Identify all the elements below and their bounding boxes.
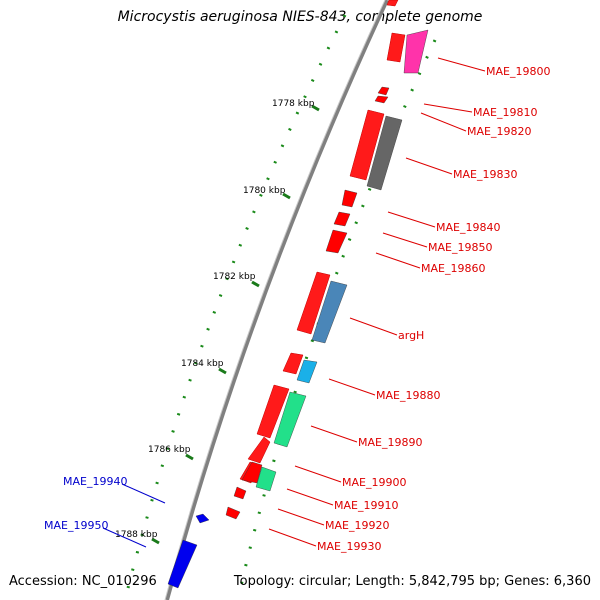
gene-leader-line [295,466,341,482]
tick-mark [219,369,226,373]
gene-arrow [375,96,388,103]
gene-label[interactable]: MAE_19920 [325,519,389,532]
gene-leader-line [421,113,466,131]
gene-leader-line [388,212,435,227]
tick-label: 1780 kbp [243,186,286,196]
gene-label[interactable]: MAE_19830 [453,168,517,181]
gene-leader-line [269,529,316,546]
tick-mark [252,282,259,286]
gene-arrow [234,487,246,499]
gene-leader-line [350,318,397,335]
gene-label[interactable]: MAE_19880 [376,389,440,402]
gene-arrow [226,507,240,519]
gene-label[interactable]: MAE_19810 [473,106,537,119]
gene-leader-line [406,158,452,174]
gene-label[interactable]: MAE_19950 [44,519,108,532]
tick-marks: 1778 kbp 1780 kbp 1782 kbp 1784 kbp 1786 kbp… [115,99,319,543]
genome-map-canvas: Microcystis aeruginosa NIES-843, complet… [0,0,600,600]
gene-label[interactable]: MAE_19900 [342,476,406,489]
gene-arrow [387,0,398,6]
gene-arrow [326,230,347,253]
gene-label[interactable]: argH [398,329,424,342]
gene-leader-line [438,58,485,71]
accession-text: Accession: NC_010296 [9,574,157,589]
gene-arrow [387,33,405,62]
genome-map: 1778 kbp 1780 kbp 1782 kbp 1784 kbp 1786 kbp… [0,0,600,600]
gene-arrow [334,212,350,226]
gene-label[interactable]: MAE_19890 [358,436,422,449]
gene-label[interactable]: MAE_19940 [63,475,127,488]
gene-arrow [248,437,270,463]
tick-label: 1784 kbp [181,359,224,369]
tick-label: 1782 kbp [213,272,256,282]
gene-leader-line [311,426,357,442]
gene-leader-line [383,233,427,247]
gene-label[interactable]: MAE_19800 [486,65,550,78]
gene-arrow [342,190,357,207]
tick-label: 1788 kbp [115,530,158,540]
tick-label: 1778 kbp [272,99,315,109]
gene-leader-line [122,484,165,503]
gene-arrow [404,30,428,73]
gene-label[interactable]: MAE_19840 [436,221,500,234]
gene-leader-line [376,253,420,268]
gene-arrow [168,540,197,588]
tick-mark [186,455,193,459]
gene-leader-line [278,509,324,525]
gene-label[interactable]: MAE_19850 [428,241,492,254]
gene-label[interactable]: MAE_19910 [334,499,398,512]
tick-label: 1786 kbp [148,445,191,455]
gene-leader-line [287,489,333,505]
topology-text: Topology: circular; Length: 5,842,795 bp… [234,574,591,589]
gene-label[interactable]: MAE_19860 [421,262,485,275]
gene-arrow [196,514,209,523]
gene-arrow [378,87,389,95]
gene-label[interactable]: MAE_19820 [467,125,531,138]
gene-leader-line [329,379,375,395]
gene-labels: MAE_19800 MAE_19810 MAE_19820 MAE_19830 MAE_… [44,58,550,553]
gene-label[interactable]: MAE_19930 [317,540,381,553]
gene-leader-line [424,104,472,112]
